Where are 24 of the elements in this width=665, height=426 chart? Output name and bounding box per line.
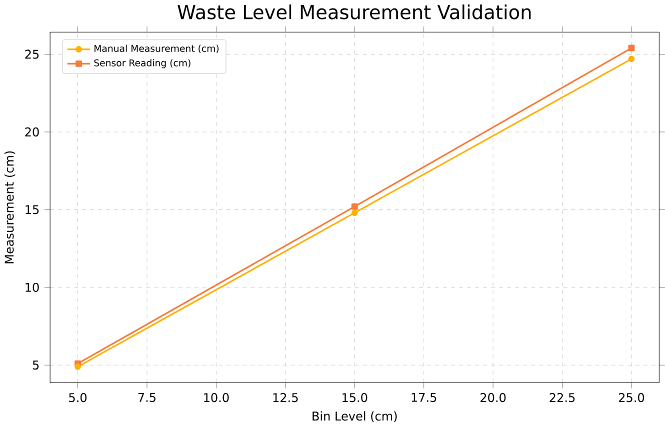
y-tick-label: 5 [32,360,39,370]
x-axis-title: Bin Level (cm) [312,411,397,422]
y-axis-title: Measurement (cm) [4,151,16,263]
x-tick-label: 25.0 [618,392,644,402]
x-tick-label: 12.5 [273,392,298,402]
point [628,44,635,51]
x-tick-label: 10.0 [204,392,229,402]
x-tick-label: 22.5 [550,392,575,402]
x-tick-label: 17.5 [412,392,436,402]
x-tick-label: 20.0 [480,392,506,402]
chart-title: Waste Level Measurement Validation [178,4,531,20]
point [351,209,358,216]
y-tick-label: 25 [25,49,39,59]
legend-label: Manual Measurement (cm) [94,44,219,53]
x-tick-label: 15.0 [342,392,368,402]
legend-label: Sensor Reading (cm) [94,58,190,68]
x-tick-label: 7.5 [138,392,156,402]
point [351,203,358,210]
y-tick-label: 15 [26,204,39,214]
x-tick-label: 5.0 [69,392,87,402]
point [628,55,635,62]
y-tick-label: 10 [26,282,39,292]
y-tick-label: 20 [25,127,39,136]
point [74,363,81,370]
